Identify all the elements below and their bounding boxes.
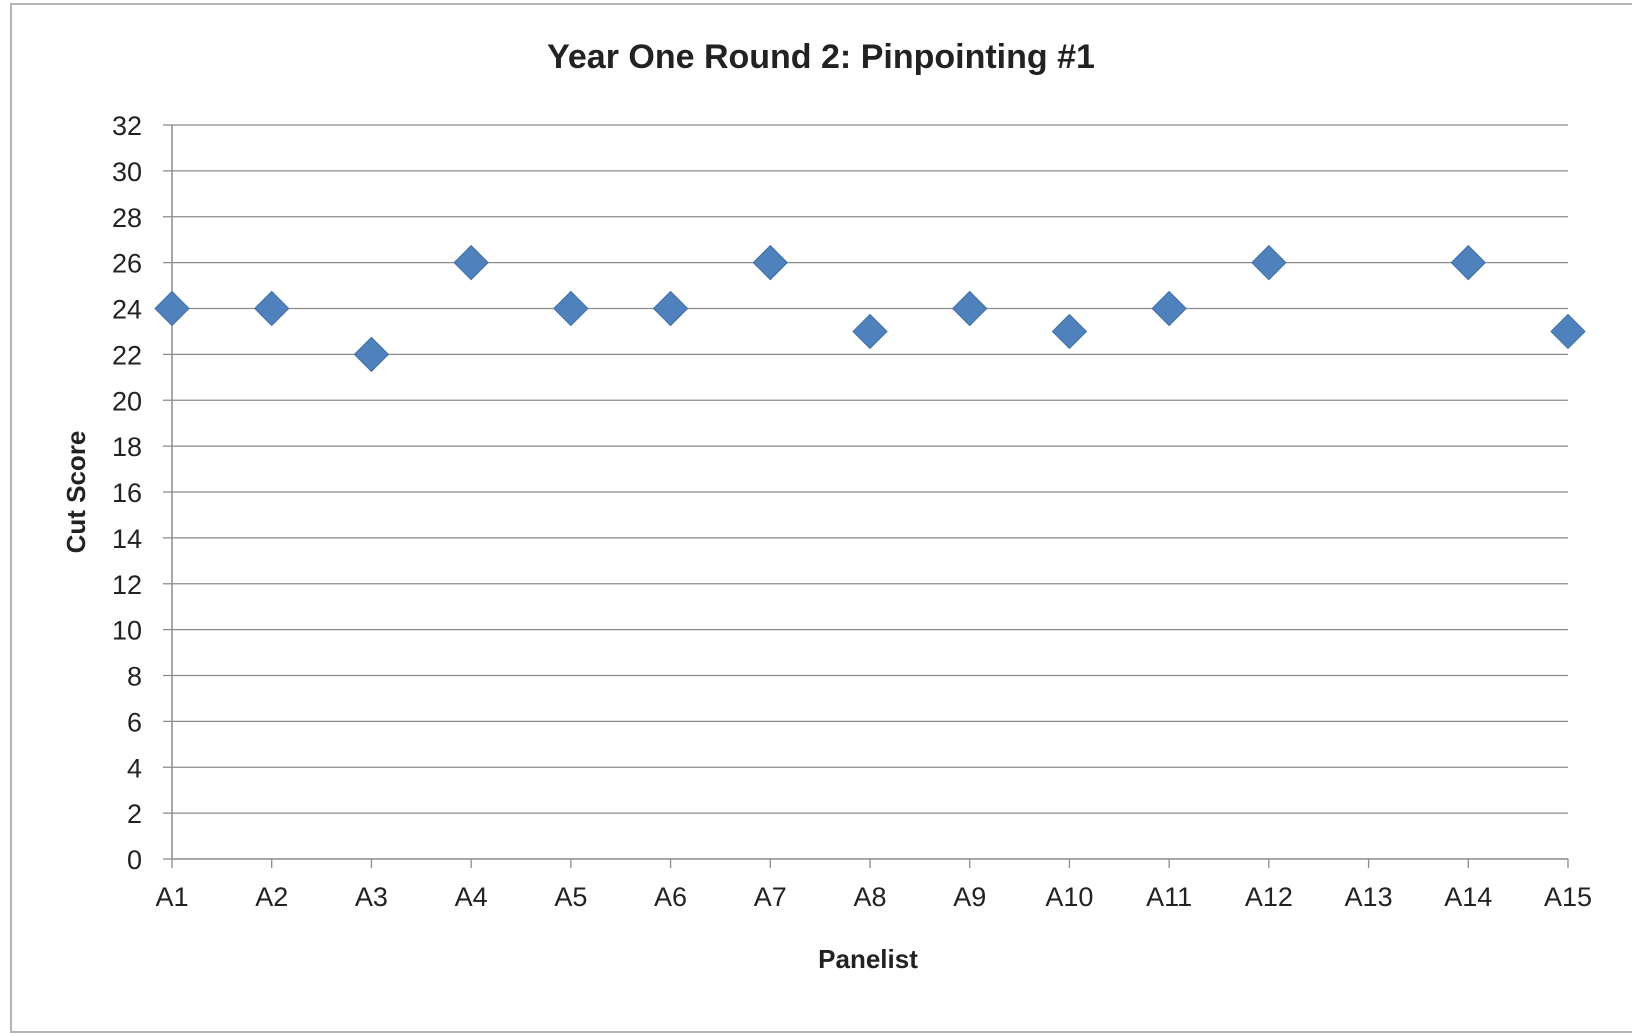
x-tick-label: A3 (355, 882, 388, 912)
data-point (952, 290, 988, 327)
data-point (1450, 244, 1486, 281)
y-tick-label: 6 (127, 707, 142, 737)
y-tick-label: 26 (112, 249, 142, 279)
y-tick-label: 28 (112, 203, 142, 233)
y-tick-label: 10 (112, 616, 142, 646)
x-tick-label: A8 (853, 882, 886, 912)
y-tick-label: 12 (112, 570, 142, 600)
x-tick-label: A6 (654, 882, 687, 912)
y-tick-label: 18 (112, 432, 142, 462)
y-tick-label: 24 (112, 295, 142, 325)
x-tick-label: A5 (554, 882, 587, 912)
data-point (652, 290, 689, 327)
data-point (1550, 313, 1586, 350)
x-tick-label: A10 (1045, 882, 1093, 912)
chart-title: Year One Round 2: Pinpointing #1 (547, 38, 1095, 76)
y-tick-label: 0 (127, 845, 142, 875)
chart-frame (10, 3, 1632, 1033)
data-point (353, 336, 390, 373)
y-tick-label: 2 (127, 799, 142, 829)
y-tick-label: 20 (112, 386, 142, 416)
data-point (154, 290, 190, 327)
y-tick-label: 30 (112, 157, 142, 187)
data-points (154, 244, 1586, 373)
y-axis-title: Cut Score (61, 431, 91, 554)
y-tick-label: 8 (127, 662, 142, 692)
data-point (453, 244, 489, 281)
x-axis-title: Panelist (818, 944, 918, 974)
data-point (752, 244, 788, 281)
x-tick-label: A1 (155, 882, 188, 912)
x-tick-label: A2 (255, 882, 288, 912)
x-tick-labels: A1 A2 A3 A4 A5 A6 A7 A8 A9 A10 A11 A12 A13 A14 A15 (155, 882, 1592, 912)
y-tick-label: 4 (127, 753, 142, 783)
y-tick-label: 14 (112, 524, 142, 554)
y-tick-label: 22 (112, 340, 142, 370)
data-point (1151, 290, 1187, 327)
x-tick-label: A15 (1544, 882, 1592, 912)
y-tick-label: 16 (112, 478, 142, 508)
data-point (1051, 313, 1088, 350)
x-tick-label: A9 (953, 882, 986, 912)
gridlines (172, 124, 1568, 814)
x-tick-label: A12 (1245, 882, 1293, 912)
data-point (254, 290, 290, 327)
x-tick-label: A4 (455, 882, 488, 912)
data-point (1251, 244, 1287, 281)
x-tick-label: A7 (754, 882, 787, 912)
data-point (852, 313, 888, 350)
y-tick-label: 32 (112, 111, 142, 141)
x-tick-label: A14 (1444, 882, 1492, 912)
data-point (553, 290, 589, 327)
x-tick-label: A11 (1146, 882, 1192, 912)
x-tick-label: A13 (1345, 882, 1393, 912)
axes (163, 124, 1569, 868)
